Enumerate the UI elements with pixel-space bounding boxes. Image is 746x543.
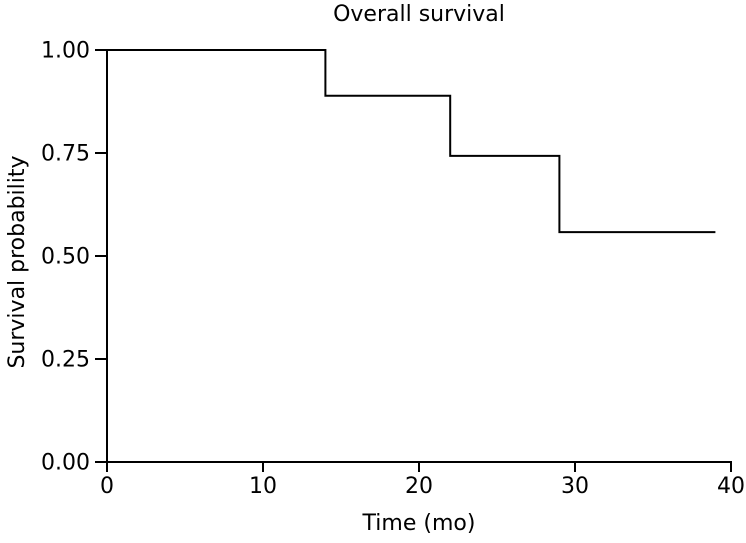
y-tick-label: 0.25 <box>41 348 90 373</box>
y-tick-label: 0.50 <box>41 245 90 270</box>
y-tick-label: 0.00 <box>41 451 90 476</box>
x-axis-label: Time (mo) <box>362 511 476 536</box>
x-tick-label: 0 <box>100 474 114 499</box>
x-tick-label: 10 <box>249 474 277 499</box>
x-tick-label: 20 <box>405 474 433 499</box>
y-tick-label: 1.00 <box>41 39 90 64</box>
x-tick-label: 30 <box>561 474 589 499</box>
x-tick-label: 40 <box>717 474 745 499</box>
y-tick-label: 0.75 <box>41 142 90 167</box>
chart-title: Overall survival <box>333 2 505 27</box>
survival-curve <box>107 49 716 234</box>
